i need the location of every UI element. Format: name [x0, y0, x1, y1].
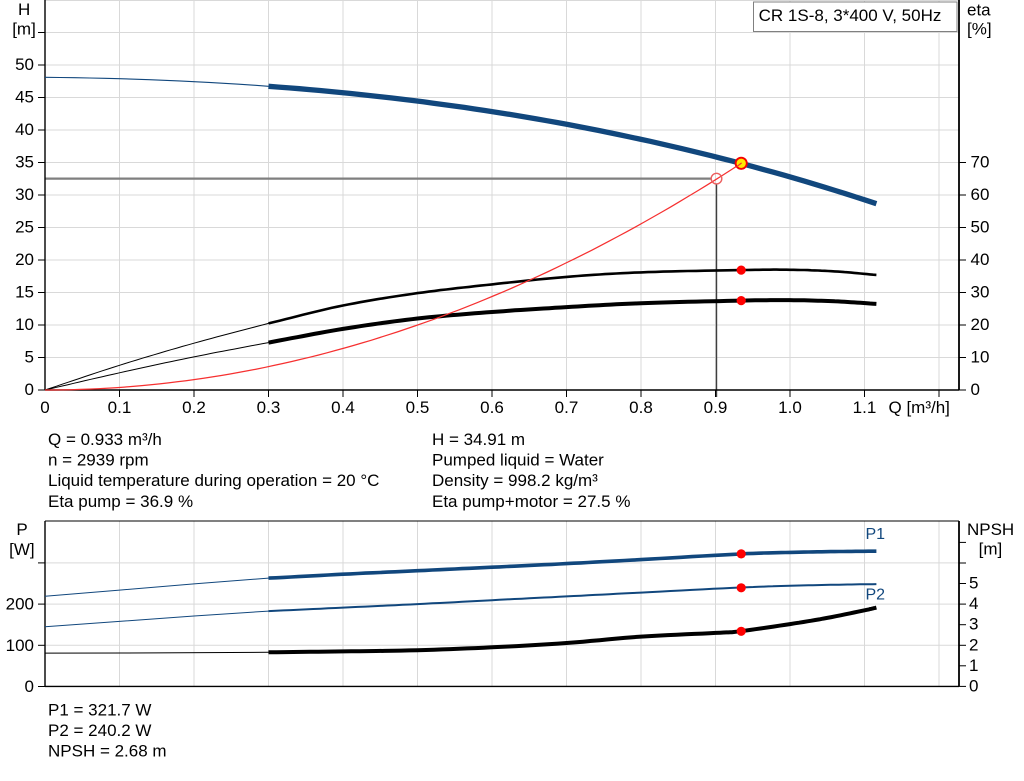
svg-text:Q = 0.933 m³/h: Q = 0.933 m³/h: [48, 430, 162, 449]
svg-text:4: 4: [969, 594, 978, 613]
svg-text:40: 40: [15, 120, 34, 139]
svg-text:5: 5: [25, 348, 34, 367]
svg-text:10: 10: [971, 348, 990, 367]
svg-text:0.5: 0.5: [406, 398, 430, 417]
svg-text:[m]: [m]: [12, 20, 36, 39]
svg-text:0: 0: [971, 380, 980, 399]
svg-text:15: 15: [15, 283, 34, 302]
svg-text:45: 45: [15, 88, 34, 107]
svg-text:50: 50: [15, 55, 34, 74]
svg-text:5: 5: [969, 574, 978, 593]
svg-text:0: 0: [40, 398, 49, 417]
svg-text:0: 0: [25, 380, 34, 399]
svg-text:Density = 998.2 kg/m³: Density = 998.2 kg/m³: [432, 471, 598, 490]
svg-text:CR 1S-8, 3*400 V, 50Hz: CR 1S-8, 3*400 V, 50Hz: [759, 6, 942, 25]
svg-text:0: 0: [25, 677, 34, 696]
svg-text:P: P: [16, 520, 27, 539]
svg-text:0.6: 0.6: [480, 398, 504, 417]
svg-text:P1 = 321.7 W: P1 = 321.7 W: [48, 701, 151, 720]
svg-text:H: H: [18, 0, 30, 19]
svg-text:50: 50: [971, 218, 990, 237]
svg-text:[m]: [m]: [979, 539, 1003, 558]
svg-text:0.8: 0.8: [629, 398, 653, 417]
svg-text:P2 = 240.2 W: P2 = 240.2 W: [48, 721, 151, 740]
svg-text:Liquid temperature during oper: Liquid temperature during operation = 20…: [48, 471, 379, 490]
svg-text:Q [m³/h]: Q [m³/h]: [889, 398, 950, 417]
svg-text:0.9: 0.9: [704, 398, 728, 417]
svg-text:3: 3: [969, 615, 978, 634]
svg-text:[%]: [%]: [967, 20, 992, 39]
svg-text:NPSH: NPSH: [967, 520, 1014, 539]
svg-text:35: 35: [15, 153, 34, 172]
svg-text:40: 40: [971, 250, 990, 269]
svg-text:0.4: 0.4: [331, 398, 355, 417]
svg-text:[W]: [W]: [9, 540, 35, 559]
svg-text:Eta pump = 36.9 %: Eta pump = 36.9 %: [48, 492, 193, 511]
svg-text:200: 200: [6, 595, 34, 614]
svg-text:1.1: 1.1: [853, 398, 877, 417]
svg-text:P1: P1: [866, 526, 886, 543]
svg-text:0: 0: [969, 676, 978, 695]
svg-text:NPSH = 2.68 m: NPSH = 2.68 m: [48, 742, 167, 761]
svg-text:100: 100: [6, 636, 34, 655]
svg-text:70: 70: [971, 153, 990, 172]
svg-text:10: 10: [15, 315, 34, 334]
svg-text:Pumped liquid = Water: Pumped liquid = Water: [432, 451, 604, 470]
svg-text:Eta pump+motor = 27.5 %: Eta pump+motor = 27.5 %: [432, 492, 630, 511]
svg-text:n = 2939 rpm: n = 2939 rpm: [48, 451, 149, 470]
svg-text:30: 30: [971, 283, 990, 302]
svg-text:25: 25: [15, 218, 34, 237]
svg-text:0.2: 0.2: [182, 398, 206, 417]
svg-text:1.0: 1.0: [778, 398, 802, 417]
svg-text:0.3: 0.3: [257, 398, 281, 417]
svg-text:30: 30: [15, 185, 34, 204]
svg-text:H = 34.91 m: H = 34.91 m: [432, 430, 525, 449]
svg-text:0.7: 0.7: [555, 398, 579, 417]
svg-text:20: 20: [15, 250, 34, 269]
svg-text:eta: eta: [967, 0, 991, 19]
svg-text:0.1: 0.1: [108, 398, 132, 417]
svg-text:60: 60: [971, 185, 990, 204]
svg-text:P2: P2: [866, 587, 886, 604]
svg-text:2: 2: [969, 635, 978, 654]
svg-text:20: 20: [971, 315, 990, 334]
svg-text:1: 1: [969, 656, 978, 675]
